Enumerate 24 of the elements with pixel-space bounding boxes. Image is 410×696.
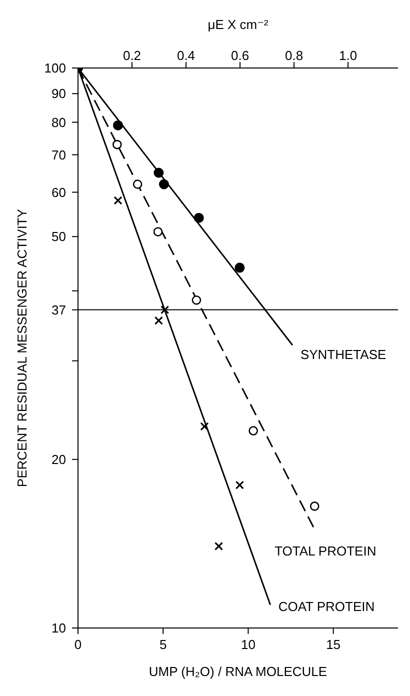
y-tick-label: 37 — [52, 302, 66, 318]
y-tick-label: 60 — [52, 184, 66, 200]
x2-axis-title: μE X cm⁻² — [208, 17, 269, 32]
x-tick-label: 0 — [74, 637, 82, 652]
x-tick-label: 10 — [240, 637, 256, 652]
y-tick-label: 10 — [52, 620, 66, 636]
x2-tick-label: 0.8 — [284, 48, 304, 63]
x2-tick-label: 1.0 — [339, 48, 358, 63]
x2-tick-label: 0.6 — [230, 48, 250, 63]
y-tick-label: 70 — [52, 147, 66, 162]
y-tick-label: 100 — [44, 60, 66, 76]
series-label: TOTAL PROTEIN — [274, 543, 376, 558]
x-tick-label: 5 — [159, 637, 167, 652]
y-tick-label: 20 — [52, 452, 66, 468]
y-tick-label: 50 — [52, 229, 66, 244]
y-axis-title: PERCENT RESIDUAL MESSENGER ACTIVITY — [14, 208, 30, 488]
y-tick-label: 80 — [52, 114, 66, 130]
series-label: COAT PROTEIN — [278, 598, 375, 614]
y-tick-label: 90 — [52, 86, 66, 102]
x-axis-title: UMP (H₂O) / RNA MOLECULE — [148, 664, 328, 679]
x2-tick-label: 0.2 — [122, 48, 142, 63]
x2-tick-label: 0.4 — [176, 48, 196, 63]
series-label: SYNTHETASE — [300, 347, 387, 362]
x-tick-label: 15 — [326, 637, 341, 652]
